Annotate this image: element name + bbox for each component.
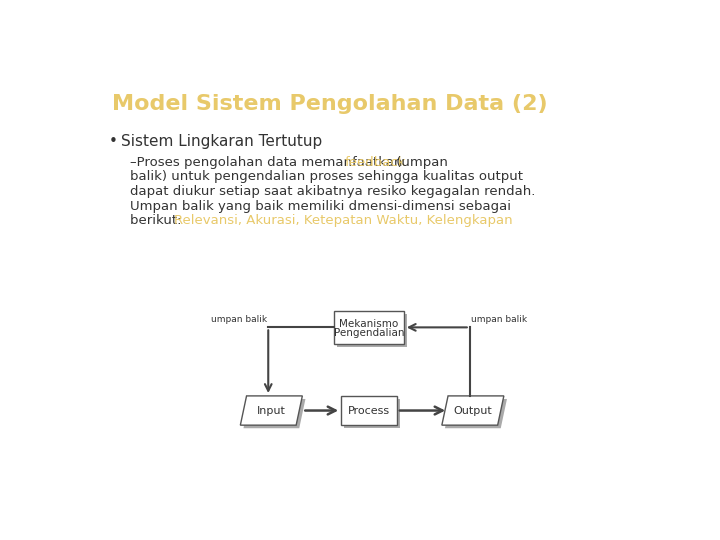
Polygon shape xyxy=(240,396,302,425)
Text: feedback: feedback xyxy=(345,156,406,168)
Text: •: • xyxy=(109,134,117,149)
Text: Relevansi, Akurasi, Ketepatan Waktu, Kelengkapan: Relevansi, Akurasi, Ketepatan Waktu, Kel… xyxy=(174,214,512,227)
Text: dapat diukur setiap saat akibatnya resiko kegagalan rendah.: dapat diukur setiap saat akibatnya resik… xyxy=(130,185,536,198)
Polygon shape xyxy=(442,396,504,425)
Text: Sistem Lingkaran Tertutup: Sistem Lingkaran Tertutup xyxy=(121,134,323,149)
Polygon shape xyxy=(243,399,305,428)
Text: balik) untuk pengendalian proses sehingga kualitas output: balik) untuk pengendalian proses sehingg… xyxy=(130,170,523,183)
Text: Output: Output xyxy=(454,406,492,416)
Text: Umpan balik yang baik memiliki dmensi-dimensi sebagai: Umpan balik yang baik memiliki dmensi-di… xyxy=(130,200,511,213)
Bar xyxy=(341,396,397,425)
Text: Pengendalian: Pengendalian xyxy=(334,328,404,338)
Bar xyxy=(337,314,407,347)
Bar xyxy=(334,311,404,343)
Text: umpan balik: umpan balik xyxy=(472,315,528,325)
Bar xyxy=(344,399,400,428)
Text: Model Sistem Pengolahan Data (2): Model Sistem Pengolahan Data (2) xyxy=(112,94,547,114)
Text: berikut:: berikut: xyxy=(130,214,186,227)
Text: Input: Input xyxy=(257,406,286,416)
Text: Process: Process xyxy=(348,406,390,416)
Text: Mekanismo: Mekanismo xyxy=(339,319,399,328)
Polygon shape xyxy=(445,399,507,428)
Text: umpan balik: umpan balik xyxy=(210,315,266,325)
Text: –Proses pengolahan data memanfaatkan: –Proses pengolahan data memanfaatkan xyxy=(130,156,407,168)
Text: (umpan: (umpan xyxy=(392,156,449,168)
